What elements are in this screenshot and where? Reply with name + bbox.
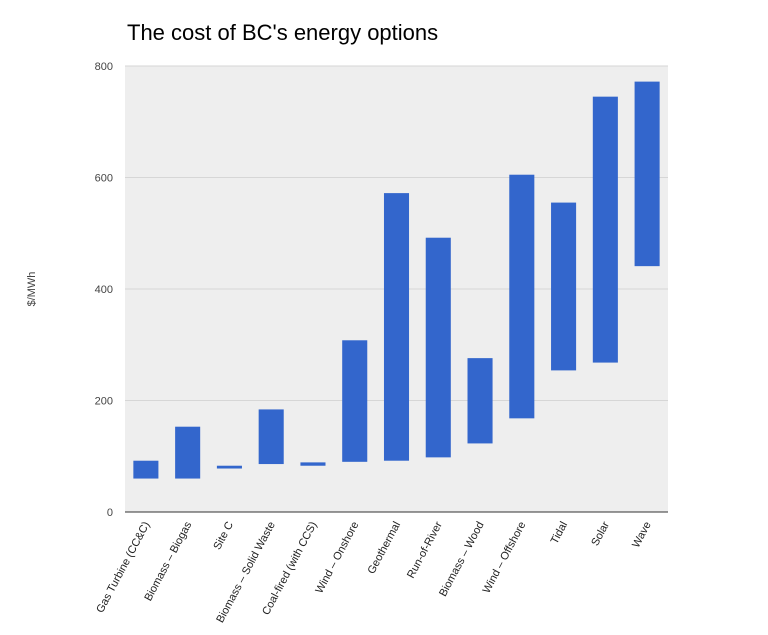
bar-11 <box>592 96 618 363</box>
y-tick-label: 600 <box>95 173 113 185</box>
x-tick-label: Gas Turbine (CC&C) <box>94 520 152 615</box>
x-tick-label: Wave <box>630 520 654 550</box>
x-tick-label: Tidal <box>549 520 571 546</box>
x-tick-label: Geothermal <box>366 520 404 576</box>
x-tick-label: Biomass – Wood <box>437 520 487 599</box>
x-tick-label: Wind – Onshore <box>313 520 361 596</box>
x-tick-label: Biomass – Biogas <box>142 519 194 603</box>
bar-7 <box>425 237 451 458</box>
x-tick-label: Site C <box>211 520 236 552</box>
bar-8 <box>467 358 493 444</box>
bar-4 <box>300 462 326 466</box>
bar-0 <box>133 460 159 479</box>
bar-1 <box>175 426 201 479</box>
y-axis-label: $/MWh <box>26 272 38 307</box>
x-tick-label: Wind – Offshore <box>481 520 529 596</box>
x-tick-label: Run-of-River <box>405 519 445 580</box>
bar-12 <box>634 81 660 267</box>
x-tick-label: Solar <box>589 519 612 548</box>
bar-3 <box>258 409 284 465</box>
bar-9 <box>509 174 535 419</box>
bar-5 <box>342 340 368 462</box>
y-tick-label: 200 <box>95 396 113 408</box>
bar-2 <box>216 465 242 469</box>
y-tick-label: 0 <box>107 507 113 519</box>
y-tick-label: 800 <box>95 61 113 73</box>
bar-6 <box>383 193 410 461</box>
chart-title: The cost of BC's energy options <box>127 20 439 45</box>
bar-10 <box>551 202 577 371</box>
y-tick-label: 400 <box>95 284 113 296</box>
